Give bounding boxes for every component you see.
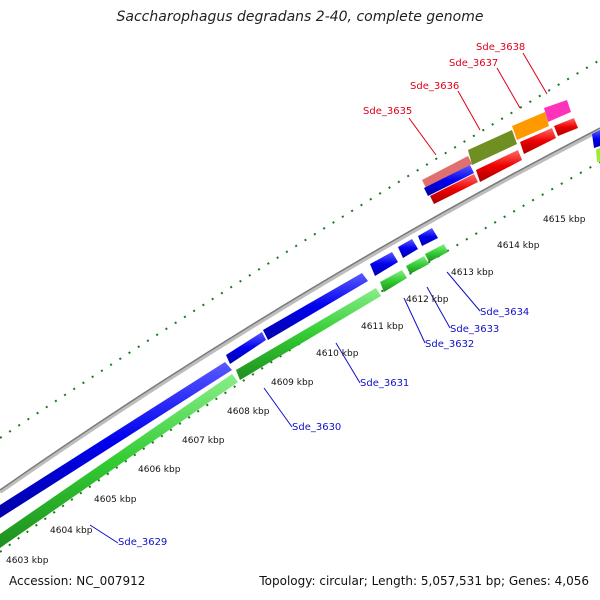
scale-track — [0, 161, 600, 553]
feature-green-3[interactable] — [380, 270, 407, 292]
tick-label: 4604 kbp — [50, 526, 93, 536]
green-features — [0, 148, 600, 548]
feature-red-2[interactable] — [476, 150, 522, 182]
tick-label: 4613 kbp — [451, 268, 494, 278]
upper-feature-cluster — [422, 100, 578, 204]
genome-backbone — [0, 127, 600, 494]
feature-green-4[interactable] — [406, 256, 429, 274]
gene-labels-bottom: Sde_3629 Sde_3630 Sde_3631 Sde_3632 Sde_… — [118, 307, 529, 548]
blue-features — [0, 130, 600, 518]
gene-label-sde-3632: Sde_3632 — [425, 339, 474, 350]
feature-sde-3633-blue[interactable] — [398, 239, 418, 258]
callout-lines — [89, 52, 548, 544]
tick-label: 4607 kbp — [182, 436, 225, 446]
map-title: Saccharophagus degradans 2-40, complete … — [116, 9, 484, 25]
feature-sde-3636-olive[interactable] — [468, 130, 517, 165]
tick-label: 4605 kbp — [94, 495, 137, 505]
feature-red-4[interactable] — [554, 118, 578, 136]
gene-label-sde-3633: Sde_3633 — [450, 324, 499, 335]
feature-sde-3634-blue[interactable] — [418, 228, 438, 246]
gene-label-sde-3636: Sde_3636 — [410, 81, 459, 92]
feature-sde-3635-pink[interactable] — [422, 156, 472, 188]
tick-label: 4612 kbp — [406, 295, 449, 305]
feature-right-blue[interactable] — [592, 130, 600, 148]
feature-green-5[interactable] — [425, 244, 448, 262]
tick-labels: 4603 kbp 4604 kbp 4605 kbp 4606 kbp 4607… — [6, 215, 586, 566]
tick-label: 4606 kbp — [138, 465, 181, 475]
feature-sde-3638-magenta[interactable] — [544, 100, 571, 122]
feature-sde-3637-orange[interactable] — [512, 112, 549, 140]
feature-green-2[interactable] — [236, 288, 381, 380]
gene-label-sde-3631: Sde_3631 — [360, 378, 409, 389]
gene-label-sde-3630: Sde_3630 — [292, 422, 341, 433]
gene-label-sde-3635: Sde_3635 — [363, 106, 412, 117]
feature-sde-3635-red[interactable] — [430, 174, 478, 204]
tick-label: 4615 kbp — [543, 215, 586, 225]
feature-sde-3630-blue[interactable] — [226, 332, 266, 364]
feature-sde-3635-blue[interactable] — [424, 165, 474, 196]
feature-sde-3629-blue[interactable] — [0, 362, 232, 518]
tick-label: 4608 kbp — [227, 407, 270, 417]
genome-summary-text: Topology: circular; Length: 5,057,531 bp… — [259, 574, 589, 588]
gene-label-sde-3634: Sde_3634 — [480, 307, 529, 318]
tick-label: 4611 kbp — [361, 322, 404, 332]
tick-label: 4609 kbp — [271, 378, 314, 388]
feature-red-3[interactable] — [520, 128, 556, 154]
gene-label-sde-3629: Sde_3629 — [118, 537, 167, 548]
accession-text: Accession: NC_007912 — [9, 574, 146, 588]
tick-label: 4610 kbp — [316, 349, 359, 359]
gene-label-sde-3638: Sde_3638 — [476, 42, 525, 53]
tick-label: 4614 kbp — [497, 241, 540, 251]
feature-sde-3632-blue[interactable] — [370, 252, 398, 276]
feature-right-green[interactable] — [596, 148, 600, 162]
gene-label-sde-3637: Sde_3637 — [449, 58, 498, 69]
feature-sde-3631-blue[interactable] — [263, 273, 368, 340]
tick-label: 4603 kbp — [6, 556, 49, 566]
feature-green-1[interactable] — [0, 374, 238, 548]
gene-labels-top: Sde_3635 Sde_3636 Sde_3637 Sde_3638 — [363, 42, 525, 117]
